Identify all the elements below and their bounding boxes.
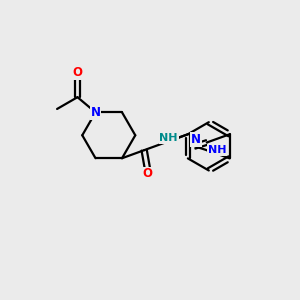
Text: NH: NH (159, 133, 178, 143)
Text: O: O (143, 167, 153, 181)
Text: N: N (191, 134, 201, 146)
Text: N: N (91, 106, 100, 119)
Text: NH: NH (208, 145, 226, 155)
Text: O: O (73, 66, 82, 79)
